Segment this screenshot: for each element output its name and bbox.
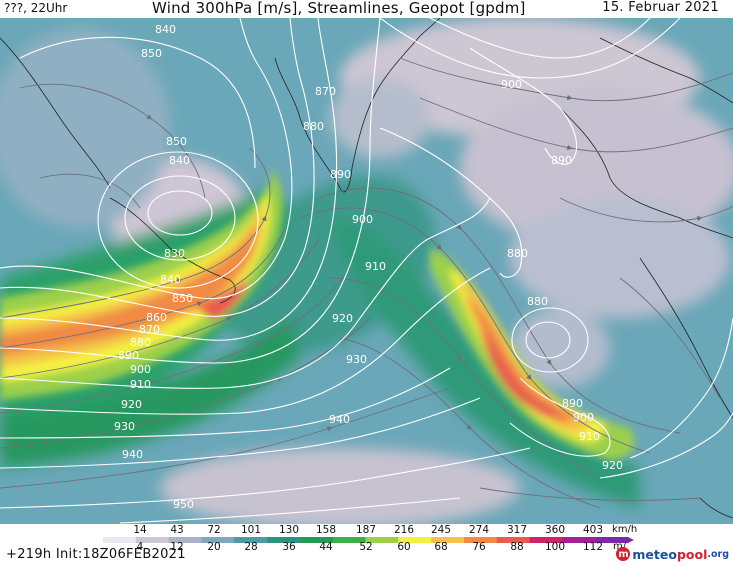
run-info: +219h Init:18Z06FEB2021 bbox=[6, 547, 186, 562]
contour-label: 910 bbox=[579, 430, 600, 443]
streamlines bbox=[0, 57, 733, 509]
legend-ms-label: 76 bbox=[472, 541, 486, 553]
contour-label: 920 bbox=[602, 459, 623, 472]
legend-ms-unit: m/ bbox=[613, 541, 626, 552]
legend-ms-label: 68 bbox=[434, 541, 448, 553]
contour-label: 880 bbox=[527, 295, 548, 308]
legend-kmh-label: 14 bbox=[133, 524, 147, 536]
geopotential-contours bbox=[0, 18, 733, 524]
legend-kmh-label: 187 bbox=[355, 524, 377, 536]
legend-kmh-label: 158 bbox=[315, 524, 337, 536]
meteopool-logo[interactable]: m meteo pool .org bbox=[616, 545, 729, 563]
legend-ms-label: 60 bbox=[397, 541, 411, 553]
contour-label: 860 bbox=[146, 311, 167, 324]
contour-label: 840 bbox=[169, 154, 190, 167]
contour-label: 940 bbox=[122, 448, 143, 461]
contour-label: 880 bbox=[507, 247, 528, 260]
contour-label: 850 bbox=[141, 47, 162, 60]
legend-ms-label: 52 bbox=[359, 541, 373, 553]
legend-kmh-label: 101 bbox=[240, 524, 262, 536]
contour-label: 900 bbox=[130, 363, 151, 376]
contour-label: 910 bbox=[365, 260, 386, 273]
contour-label: 930 bbox=[114, 420, 135, 433]
legend-kmh-label: 216 bbox=[393, 524, 415, 536]
logo-text-org: .org bbox=[707, 548, 729, 560]
contour-label: 900 bbox=[501, 78, 522, 91]
forecast-date: 15. Februar 2021 bbox=[602, 0, 719, 15]
legend-ms-label: 112 bbox=[582, 541, 604, 553]
contour-label: 890 bbox=[562, 397, 583, 410]
legend-swatch bbox=[135, 537, 170, 543]
legend-bar bbox=[103, 537, 634, 543]
legend-ms-label: 28 bbox=[244, 541, 258, 553]
logo-text-pool: pool bbox=[676, 546, 708, 562]
legend-swatch bbox=[398, 537, 432, 543]
legend-ms-label: 44 bbox=[319, 541, 333, 553]
contour-label: 910 bbox=[130, 378, 151, 391]
contour-label: 900 bbox=[352, 213, 373, 226]
valid-time: ???, 22Uhr bbox=[4, 1, 68, 15]
legend-swatch bbox=[168, 537, 202, 543]
contour-label: 850 bbox=[166, 135, 187, 148]
contour-label: 830 bbox=[164, 247, 185, 260]
legend-swatch bbox=[365, 537, 399, 543]
contour-label: 880 bbox=[303, 120, 324, 133]
legend-ms-label: 20 bbox=[207, 541, 221, 553]
color-legend: 14 43 72 101 130 158 187 216 245 274 317… bbox=[0, 524, 733, 566]
contour-label: 920 bbox=[121, 398, 142, 411]
legend-kmh-label: 43 bbox=[170, 524, 184, 536]
legend-swatch bbox=[267, 537, 301, 543]
contour-label: 840 bbox=[155, 23, 176, 36]
legend-kmh-label: 130 bbox=[278, 524, 300, 536]
legend-swatch bbox=[201, 537, 235, 543]
contour-label: 880 bbox=[130, 336, 151, 349]
legend-swatch bbox=[299, 537, 334, 543]
legend-ms-label: 4 bbox=[136, 541, 144, 553]
legend-swatch bbox=[496, 537, 531, 543]
map-header: ???, 22Uhr Wind 300hPa [m/s], Streamline… bbox=[0, 0, 733, 18]
logo-badge-icon: m bbox=[616, 547, 631, 561]
contour-label: 920 bbox=[332, 312, 353, 325]
legend-arrow-icon bbox=[628, 537, 634, 543]
contour-label: 950 bbox=[173, 498, 194, 511]
legend-kmh-label: 403 bbox=[582, 524, 604, 536]
contour-label: 870 bbox=[139, 323, 160, 336]
legend-ms-label: 12 bbox=[170, 541, 184, 553]
contour-label: 890 bbox=[118, 349, 139, 362]
legend-swatch bbox=[562, 537, 596, 543]
contour-label: 890 bbox=[551, 154, 572, 167]
legend-swatch bbox=[529, 537, 563, 543]
legend-kmh-label: 274 bbox=[468, 524, 490, 536]
legend-kmh-label: 317 bbox=[506, 524, 528, 536]
logo-text-meteo: meteo bbox=[632, 546, 677, 562]
weather-map: 840 850 870 880 900 890 850 840 830 840 … bbox=[0, 18, 733, 524]
legend-swatch bbox=[234, 537, 268, 543]
contour-label: 850 bbox=[172, 292, 193, 305]
contour-label: 940 bbox=[329, 413, 350, 426]
legend-kmh-unit: km/h bbox=[612, 524, 638, 535]
coastlines bbox=[0, 18, 733, 519]
contour-labels: 840 850 870 880 900 890 850 840 830 840 … bbox=[114, 23, 623, 511]
legend-swatch bbox=[431, 537, 465, 543]
legend-swatch bbox=[595, 537, 629, 543]
legend-kmh-label: 245 bbox=[430, 524, 452, 536]
legend-kmh-label: 360 bbox=[544, 524, 566, 536]
contour-label: 890 bbox=[330, 168, 351, 181]
legend-swatch bbox=[332, 537, 366, 543]
contour-label: 900 bbox=[573, 411, 594, 424]
contour-label: 870 bbox=[315, 85, 336, 98]
contour-label: 930 bbox=[346, 353, 367, 366]
legend-ms-label: 100 bbox=[544, 541, 566, 553]
map-title: Wind 300hPa [m/s], Streamlines, Geopot [… bbox=[152, 0, 526, 17]
legend-ms-label: 88 bbox=[510, 541, 524, 553]
contour-label: 840 bbox=[160, 273, 181, 286]
legend-kmh-label: 72 bbox=[207, 524, 221, 536]
legend-swatch bbox=[103, 537, 137, 543]
legend-swatch bbox=[463, 537, 498, 543]
legend-ms-label: 36 bbox=[282, 541, 296, 553]
